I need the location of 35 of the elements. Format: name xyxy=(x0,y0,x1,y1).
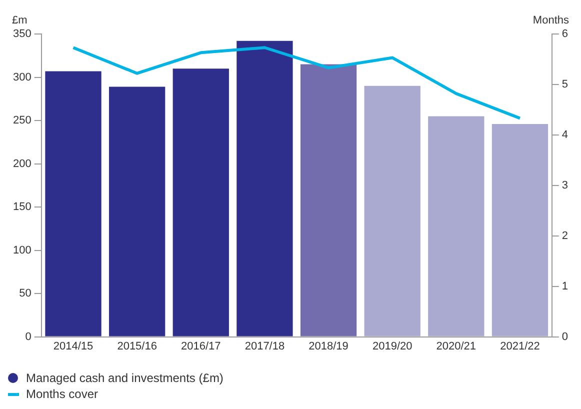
bar xyxy=(428,116,484,336)
y2-tick-label: 0 xyxy=(562,330,568,343)
y2-tick-label: 1 xyxy=(562,280,568,292)
x-tick-label: 2021/22 xyxy=(500,340,540,352)
y2-axis-title: Months xyxy=(532,14,570,27)
bar xyxy=(45,71,102,336)
y2-tick-label: 4 xyxy=(562,128,568,141)
bar xyxy=(364,86,420,336)
bar xyxy=(172,68,229,336)
y-tick-label: 200 xyxy=(12,158,32,170)
y-tick-label: 0 xyxy=(25,330,32,343)
bar xyxy=(236,40,293,336)
x-tick-label: 2015/16 xyxy=(117,340,157,352)
y-tick-label: 250 xyxy=(12,114,32,127)
y-tick-label: 50 xyxy=(19,288,32,300)
y-tick-label: 150 xyxy=(12,201,32,214)
legend-label: Months cover xyxy=(26,387,98,401)
x-tick-label: 2020/21 xyxy=(436,340,476,352)
bar xyxy=(492,124,548,336)
y2-tick-label: 2 xyxy=(562,230,568,242)
x-tick-label: 2016/17 xyxy=(181,340,221,352)
x-tick-label: 2014/15 xyxy=(53,340,94,352)
y-tick-label: 350 xyxy=(12,28,32,40)
y2-tick-label: 5 xyxy=(562,78,568,90)
bar xyxy=(109,86,166,336)
x-tick-label: 2017/18 xyxy=(244,340,285,352)
y2-tick-label: 3 xyxy=(562,179,568,192)
x-tick-label: 2018/19 xyxy=(308,340,348,352)
y-tick-label: 300 xyxy=(12,71,32,84)
bar xyxy=(300,64,357,336)
x-tick-label: 2019/20 xyxy=(372,340,412,352)
y-axis-title: £m xyxy=(12,14,28,27)
y2-tick-label: 6 xyxy=(562,28,568,40)
legend-label: Managed cash and investments (£m) xyxy=(26,371,224,385)
y-tick-label: 100 xyxy=(12,244,32,256)
